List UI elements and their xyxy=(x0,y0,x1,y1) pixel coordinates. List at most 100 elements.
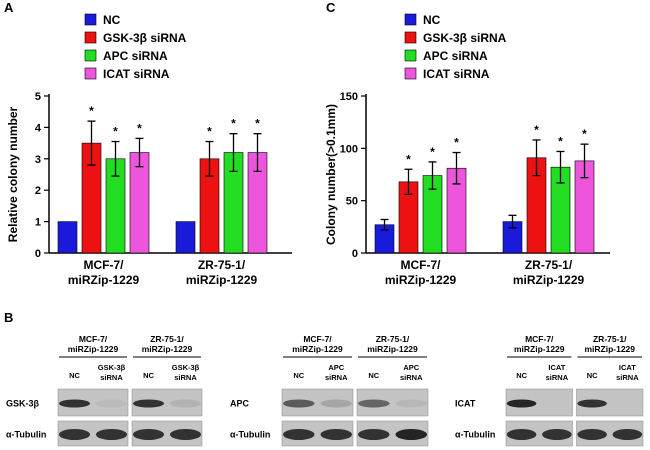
charta-legend-label-3: ICAT siRNA xyxy=(103,67,170,81)
blot2-band-r1-l0 xyxy=(506,429,537,440)
blot0-band-r1-l3 xyxy=(169,429,202,440)
charta-significance-s1-g1: * xyxy=(207,125,212,139)
charta-significance-s2-g1: * xyxy=(231,117,236,131)
chart-a: NC GSK-3β siRNA APC siRNA ICAT siRNA 0 1 2 3 4 5 R… xyxy=(6,13,292,287)
blot2-band-r0-l1 xyxy=(542,399,572,408)
charta-significance-s3-g0: * xyxy=(137,121,142,135)
blot1-band-r1-l3 xyxy=(395,429,427,440)
blot2-cellline-1-0: ZR-75-1/ xyxy=(593,334,627,344)
blot1-row-label-0: APC xyxy=(230,399,250,409)
charta-legend-swatch-2 xyxy=(84,49,97,62)
blot1-band-r1-l0 xyxy=(283,429,315,440)
blot0-band-r0-l0 xyxy=(58,399,91,408)
blot1-cellline-1-1: miRZip-1229 xyxy=(367,344,418,354)
blot2-lane-label-3-0: ICAT xyxy=(619,363,636,372)
blot0-band-r1-l1 xyxy=(95,429,128,440)
charta-legend-label-0: NC xyxy=(103,13,121,27)
panel-label-c: C xyxy=(326,0,336,15)
charta-group-label-1-1: miRZip-1229 xyxy=(186,273,258,287)
chartc-group-label-1-0: ZR-75-1/ xyxy=(525,258,573,272)
chartc-legend-label-3: ICAT siRNA xyxy=(423,67,490,81)
blot0-lane-label-3-0: GSK-3β xyxy=(172,363,200,372)
blot1-row-label-1: α-Tubulin xyxy=(230,430,270,440)
blot0-lane-label-0: NC xyxy=(69,371,80,380)
blot0-lane-label-1-1: siRNA xyxy=(100,373,123,382)
blot2-cellline-1-1: miRZip-1229 xyxy=(584,344,635,354)
blot0-cellline-0-1: miRZip-1229 xyxy=(68,344,119,354)
chartc-legend-label-2: APC siRNA xyxy=(423,49,488,63)
blot2-band-r0-l3 xyxy=(612,399,643,408)
blot1-lane-label-2: NC xyxy=(368,371,379,380)
chartc-ytick-label-0: 0 xyxy=(352,248,358,260)
blot0-lane-label-1-0: GSK-3β xyxy=(98,363,126,372)
blot2-band-r1-l1 xyxy=(542,429,572,440)
blot2-band-r1-l2 xyxy=(577,429,607,440)
charta-bar-NC-g1 xyxy=(175,221,196,254)
blot1-band-r0-l1 xyxy=(320,399,352,408)
panel-label-b: B xyxy=(4,310,13,325)
chart-c: NC GSK-3β siRNA APC siRNA ICAT siRNA 0 50 100 1… xyxy=(324,13,610,287)
blot0-band-r0-l2 xyxy=(132,399,165,408)
blot0-row-label-1: α-Tubulin xyxy=(6,430,46,440)
chartc-group-label-1-1: miRZip-1229 xyxy=(513,273,585,287)
blot0-band-r1-l2 xyxy=(132,429,165,440)
chartc-significance-s2-g0: * xyxy=(430,145,435,159)
charta-significance-s2-g0: * xyxy=(113,125,118,139)
chartc-legend-swatch-1 xyxy=(404,31,417,44)
blot1-lane-label-3-1: siRNA xyxy=(400,373,423,382)
blot1-band-r1-l1 xyxy=(320,429,352,440)
chartc-significance-s1-g0: * xyxy=(406,152,411,166)
blot1-cellline-1-0: ZR-75-1/ xyxy=(376,334,410,344)
blot0-band-r0-l3 xyxy=(169,399,202,408)
blot1-lane-label-1-0: APC xyxy=(328,363,344,372)
blot2-band-r0-l2 xyxy=(577,399,607,408)
chartc-ylabel: Colony number(>0.1mm) xyxy=(324,104,338,245)
blot0-band-r0-l1 xyxy=(95,399,128,408)
blot1-cellline-0-1: miRZip-1229 xyxy=(292,344,343,354)
charta-ytick-label-2: 2 xyxy=(35,185,41,197)
blot1-band-r1-l2 xyxy=(358,429,390,440)
blot1-lane-label-1-1: siRNA xyxy=(325,373,348,382)
chartc-group-label-0-0: MCF-7/ xyxy=(401,258,442,272)
blot0-lane-label-2: NC xyxy=(143,371,154,380)
charta-significance-s1-g0: * xyxy=(89,104,94,118)
charta-ytick-label-4: 4 xyxy=(35,122,42,134)
blot1-band-r0-l0 xyxy=(283,399,315,408)
charta-legend-label-1: GSK-3β siRNA xyxy=(103,31,187,45)
blot2-cellline-0-1: miRZip-1229 xyxy=(514,344,565,354)
western-blots: MCF-7/miRZip-1229ZR-75-1/miRZip-1229NCGS… xyxy=(6,334,644,447)
blot2-row-label-1: α-Tubulin xyxy=(455,430,495,440)
chartc-legend-swatch-2 xyxy=(404,49,417,62)
blot2-lane-label-2: NC xyxy=(587,371,598,380)
charta-legend-swatch-1 xyxy=(84,31,97,44)
blot0-row-label-0: GSK-3β xyxy=(6,399,40,409)
blot2-band-r0-l0 xyxy=(506,399,537,408)
charta-legend-swatch-0 xyxy=(84,13,97,26)
blot2-lane-label-3-1: siRNA xyxy=(616,373,639,382)
blot2-band-r1-l3 xyxy=(612,429,643,440)
chartc-legend-label-0: NC xyxy=(423,13,441,27)
charta-legend-label-2: APC siRNA xyxy=(103,49,168,63)
charta-ytick-label-0: 0 xyxy=(35,248,41,260)
chartc-significance-s3-g1: * xyxy=(582,127,587,141)
chartc-significance-s2-g1: * xyxy=(558,134,563,148)
chartc-legend-swatch-0 xyxy=(404,13,417,26)
chartc-ytick-label-1: 50 xyxy=(346,196,358,208)
charta-bar-ICATsiRNA-g0 xyxy=(129,152,150,254)
chartc-significance-s3-g0: * xyxy=(454,136,459,150)
chartc-legend-label-1: GSK-3β siRNA xyxy=(423,31,507,45)
blot1-band-r0-l2 xyxy=(358,399,390,408)
blot1-band-r0-l3 xyxy=(395,399,427,408)
chartc-ytick-label-2: 100 xyxy=(340,143,358,155)
blot2-row-label-0: ICAT xyxy=(455,399,476,409)
blot2-lane-label-1-0: ICAT xyxy=(548,363,565,372)
charta-significance-s3-g1: * xyxy=(255,117,260,131)
charta-group-label-0-0: MCF-7/ xyxy=(84,258,125,272)
blot0-lane-label-3-1: siRNA xyxy=(174,373,197,382)
charta-legend-swatch-3 xyxy=(84,67,97,80)
blot2-cellline-0-0: MCF-7/ xyxy=(525,334,554,344)
charta-ytick-label-5: 5 xyxy=(35,91,41,103)
blot0-membrane-r0-c1 xyxy=(131,388,203,417)
blot0-band-r1-l0 xyxy=(58,429,91,440)
